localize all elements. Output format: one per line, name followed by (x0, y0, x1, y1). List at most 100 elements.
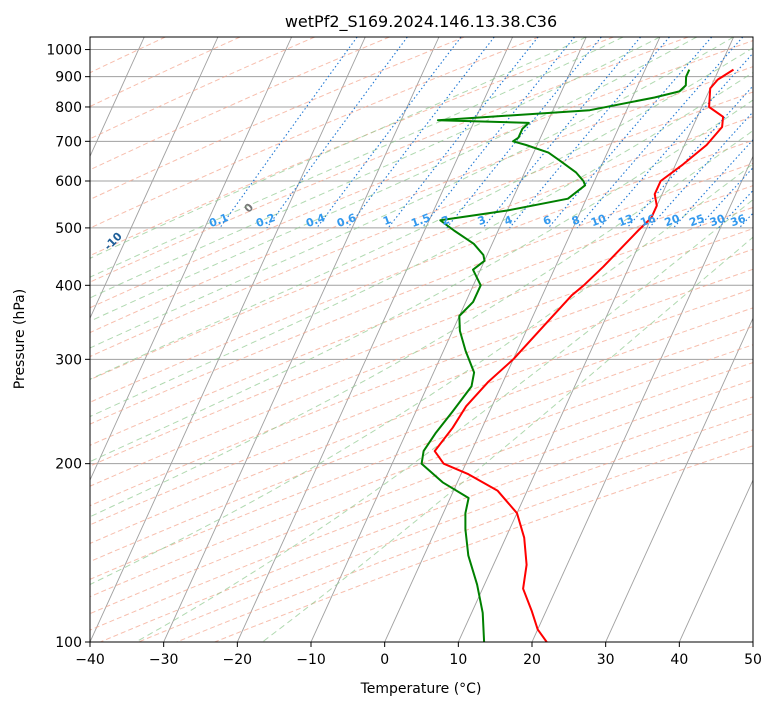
isotherm-line (90, 37, 293, 482)
dry-adiabat-line (90, 37, 689, 283)
isotherm-line (90, 37, 145, 158)
mixing-ratio-label: 10 (589, 212, 608, 230)
mixing-ratio-line (347, 37, 495, 229)
isotherm-line (236, 37, 514, 642)
x-tick-label: −20 (223, 652, 253, 668)
y-tick-label: 400 (55, 278, 82, 294)
axis-layer: −40 −30 −20 −10 0 10 20 30 40 5010020030040050060… (46, 43, 762, 668)
mixing-ratio-line (697, 166, 753, 229)
mixing-ratio-label: 1.5 (409, 211, 432, 230)
isotherm-line (678, 479, 753, 642)
x-tick-label: 0 (380, 652, 389, 668)
dry-adiabat-line (90, 37, 315, 140)
mixing-ratio-label: 1 (381, 213, 393, 228)
mixing-ratio-label: 6 (541, 213, 553, 228)
dry-adiabat-line (90, 228, 753, 487)
mixing-ratio-label: 30 (708, 212, 727, 230)
mixing-ratio-label: 16 (639, 212, 658, 230)
mixing-ratio-label: 0.6 (335, 211, 358, 230)
moist-adiabat-line (90, 163, 753, 586)
isotherm-line (457, 37, 735, 642)
y-axis-title: Pressure (hPa) (12, 289, 28, 389)
isotherm-line (384, 37, 661, 642)
y-tick-label: 200 (55, 457, 82, 473)
dry-adiabat-line (90, 40, 753, 309)
mixing-ratio-label: 0.4 (304, 211, 327, 230)
dry-adiabat-line (90, 325, 753, 580)
moist-adiabat-line (90, 47, 753, 380)
dry-adiabat-line (90, 37, 614, 257)
x-tick-label: 40 (670, 652, 688, 668)
mixing-ratio-line (626, 85, 753, 229)
x-tick-label: −40 (75, 652, 105, 668)
y-tick-label: 100 (55, 635, 82, 651)
moist-adiabat-line (90, 37, 734, 349)
mixing-ratio-line (672, 138, 753, 229)
moist-adiabat-line (90, 71, 753, 418)
mixing-ratio-label: 0.1 (207, 211, 230, 230)
dry-adiabat-line (100, 396, 753, 642)
mixing-ratio-line (648, 111, 753, 229)
mixing-ratio-label: 3 (476, 213, 488, 228)
mixing-ratio-label: 20 (663, 212, 682, 230)
dry-adiabat-line (90, 162, 753, 425)
mixing-ratio-label: 13 (616, 212, 635, 229)
mixing-ratio-label: 8 (570, 213, 582, 228)
moist-adiabat-line (90, 37, 661, 299)
isotherm-line (90, 37, 366, 642)
data-layer (420, 68, 735, 642)
moist-adiabat-line (90, 129, 753, 518)
mixing-ratio-label: 2 (440, 213, 452, 228)
dry-adiabat-line (90, 37, 390, 171)
dry-adiabat-line (138, 413, 753, 642)
x-axis-title: Temperature (°C) (360, 681, 482, 697)
y-tick-label: 700 (55, 134, 82, 150)
dry-adiabat-line (90, 116, 753, 381)
y-tick-label: 800 (55, 100, 82, 116)
plot-frame (89, 36, 754, 643)
mixing-ratio-line (219, 37, 358, 229)
y-tick-label: 300 (55, 352, 82, 368)
dry-adiabat-line (90, 91, 753, 358)
dry-adiabat-line (90, 37, 465, 201)
isotherm-line (605, 317, 753, 642)
mixing-ratio-label: 36 (729, 212, 748, 230)
isotherm-line (531, 155, 753, 642)
mixing-ratio-label: 0.2 (254, 211, 277, 230)
isotherm-line (163, 37, 440, 642)
dry-adiabat-line (90, 37, 539, 229)
mixing-ratio-line (387, 37, 539, 229)
moist-adiabat-line (90, 99, 753, 463)
mixing-ratio-line (509, 37, 670, 229)
mixing-ratio-line (446, 37, 602, 229)
y-tick-label: 1000 (46, 43, 82, 59)
dry-adiabat-line (90, 307, 753, 563)
y-tick-label: 900 (55, 70, 82, 86)
temperature-profile (433, 68, 735, 642)
y-tick-label: 600 (55, 174, 82, 190)
x-tick-label: −10 (296, 652, 326, 668)
x-tick-label: 50 (744, 652, 762, 668)
x-tick-label: −30 (149, 652, 179, 668)
dry-adiabat-line (90, 344, 753, 598)
x-tick-label: 10 (449, 652, 467, 668)
mixing-ratio-label: 25 (687, 212, 706, 229)
moist-adiabat-line (90, 37, 587, 259)
mixing-ratio-line (599, 52, 753, 229)
dry-adiabat-line (214, 445, 753, 642)
dry-adiabat-line (176, 429, 753, 642)
x-tick-label: 30 (597, 652, 615, 668)
x-tick-label: 20 (523, 652, 541, 668)
mixing-ratio-line (421, 37, 575, 229)
mixing-ratio-label: 4 (503, 213, 515, 228)
dry-adiabat-line (90, 139, 753, 403)
mixing-ratio-line (482, 37, 642, 229)
mixing-ratio-line (316, 37, 462, 229)
y-tick-label: 500 (55, 221, 82, 237)
chart-title: wetPf2_S169.2024.146.13.38.C36 (285, 12, 557, 32)
dry-adiabat-line (90, 185, 753, 446)
dry-adiabat-line (90, 268, 753, 526)
dewpoint-profile (420, 69, 691, 642)
